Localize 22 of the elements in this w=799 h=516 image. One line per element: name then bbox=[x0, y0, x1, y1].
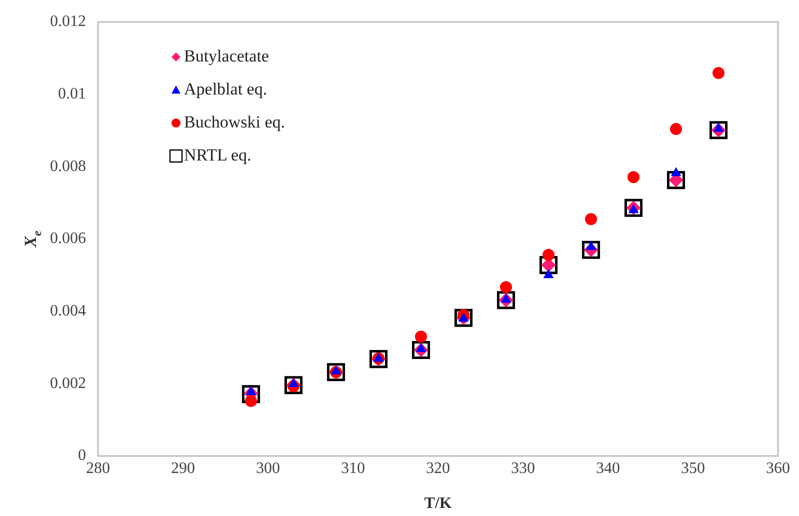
x-tick-label: 280 bbox=[86, 460, 110, 477]
x-tick-label: 330 bbox=[511, 460, 535, 477]
x-tick-label: 290 bbox=[171, 460, 195, 477]
y-tick-label: 0.006 bbox=[50, 230, 86, 248]
y-tick-label: 0.012 bbox=[50, 13, 86, 30]
y-tick-label: 0.004 bbox=[50, 302, 86, 320]
x-tick-label: 300 bbox=[256, 460, 280, 477]
x-tick-label: 360 bbox=[766, 460, 790, 477]
legend-label: Apelblat eq. bbox=[184, 79, 268, 98]
y-axis-title: Xe bbox=[21, 230, 44, 248]
y-tick-label: 0.008 bbox=[50, 158, 86, 175]
x-tick-label: 310 bbox=[341, 460, 365, 477]
x-tick-label: 340 bbox=[596, 460, 620, 477]
y-tick-label: 0 bbox=[78, 447, 86, 464]
x-axis-title: T/K bbox=[424, 495, 452, 512]
legend-label: Buchowski eq. bbox=[184, 112, 286, 132]
x-tick-label: 320 bbox=[426, 460, 450, 477]
legend-label: Butylacetate bbox=[184, 46, 269, 66]
y-tick-label: 0.002 bbox=[50, 374, 86, 392]
legend-label: NRTL eq. bbox=[184, 145, 252, 164]
y-tick-label: 0.01 bbox=[58, 86, 86, 103]
x-tick-label: 350 bbox=[681, 460, 705, 477]
